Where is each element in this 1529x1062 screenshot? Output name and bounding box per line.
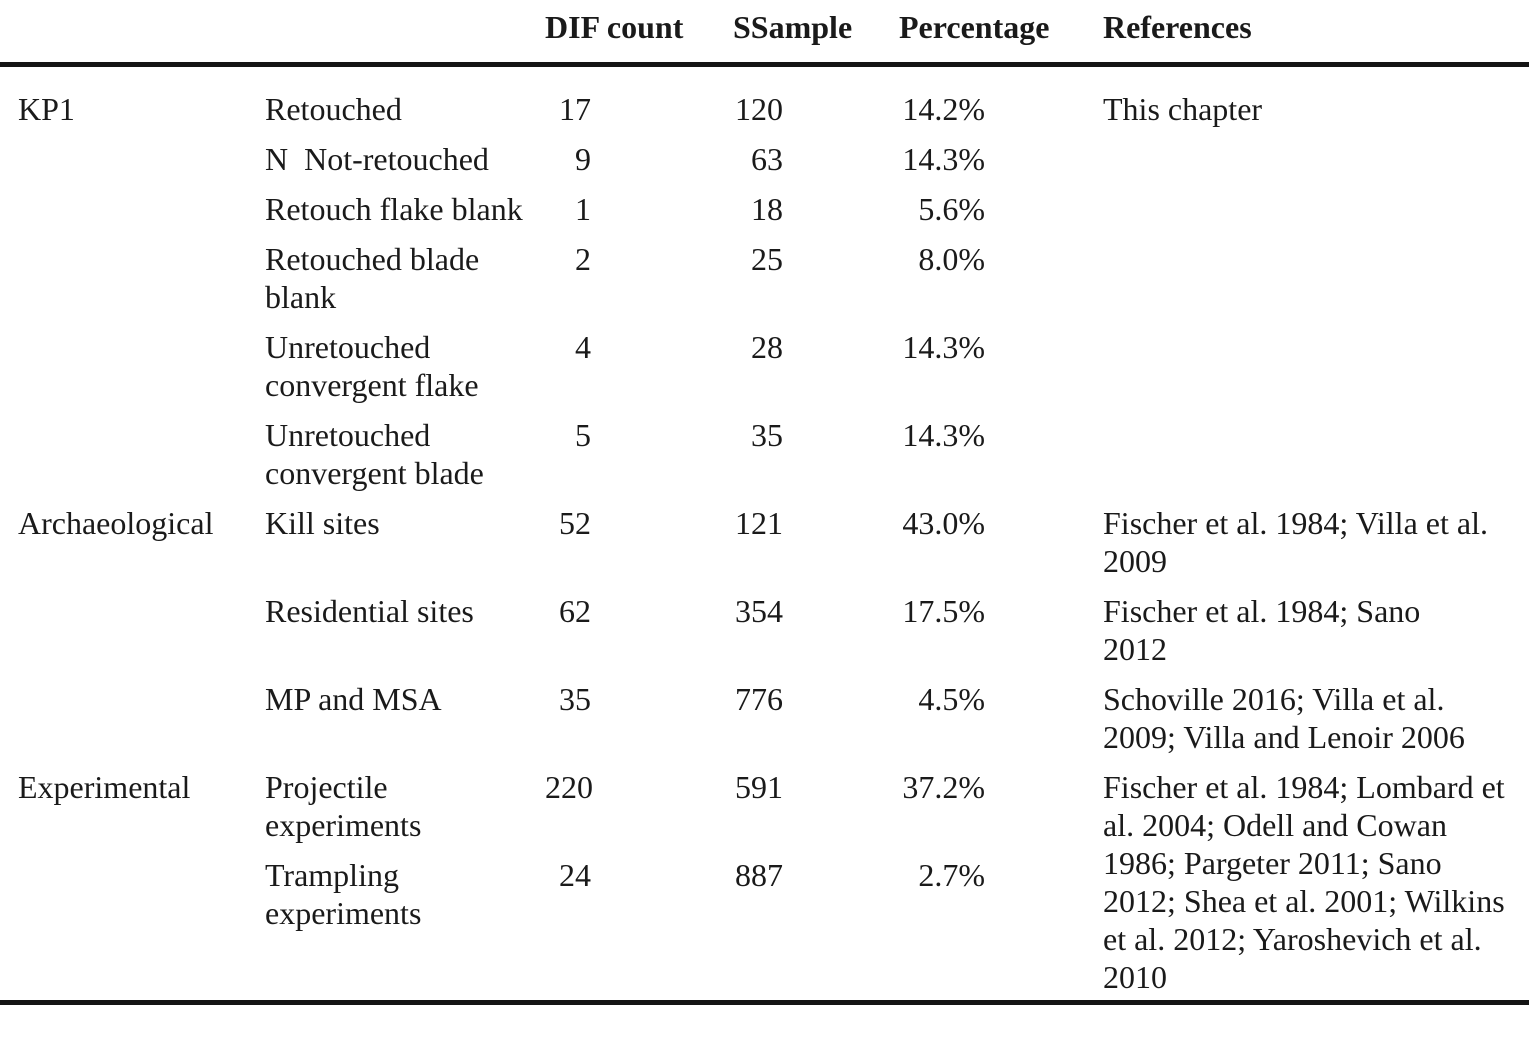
percentage-value: 8.0% bbox=[918, 241, 985, 277]
section-experimental: Experimental Projectile experiments 220 … bbox=[0, 768, 1529, 996]
table-row: Retouch flake blank 1 18 5.6% bbox=[0, 190, 1529, 228]
table-row: Retouched blade blank 2 25 8.0% bbox=[0, 240, 1529, 316]
percentage-value: 5.6% bbox=[918, 191, 985, 227]
sample-value: 18 bbox=[751, 191, 783, 227]
column-header-percentage: Percentage bbox=[899, 9, 1050, 45]
dif-count-value: 35 bbox=[559, 681, 591, 717]
reference-text: Schoville 2016; Villa et al. 2009; Villa… bbox=[1103, 681, 1465, 755]
reference-text: Fischer et al. 1984; Lombard et al. 2004… bbox=[1103, 769, 1513, 995]
column-header-references: References bbox=[1103, 9, 1252, 45]
dif-count-value: 2 bbox=[575, 241, 591, 277]
percentage-value: 43.0% bbox=[902, 505, 985, 541]
category-label: Kill sites bbox=[265, 505, 380, 541]
sample-value: 591 bbox=[735, 769, 783, 805]
table-row: Residential sites 62 354 17.5% Fischer e… bbox=[0, 592, 1529, 668]
table-row: Experimental Projectile experiments 220 … bbox=[0, 768, 1529, 844]
percentage-value: 14.3% bbox=[902, 329, 985, 365]
percentage-value: 4.5% bbox=[918, 681, 985, 717]
table-row: Unretouched convergent blade 5 35 14.3% bbox=[0, 416, 1529, 492]
column-header-dif-count: DIF count bbox=[545, 9, 684, 45]
dif-count-value: 24 bbox=[559, 857, 591, 893]
table-header-row: DIF count SSample Percentage References bbox=[0, 0, 1529, 46]
sample-value: 120 bbox=[735, 91, 783, 127]
sample-value: 354 bbox=[735, 593, 783, 629]
reference-text: Fischer et al. 1984; Sano 2012 bbox=[1103, 593, 1429, 667]
dif-count-value: 52 bbox=[559, 505, 591, 541]
group-label: Experimental bbox=[18, 769, 191, 805]
sample-value: 121 bbox=[735, 505, 783, 541]
group-label: Archaeological bbox=[18, 505, 214, 541]
table-row: Unretouched convergent flake 4 28 14.3% bbox=[0, 328, 1529, 404]
sample-value: 35 bbox=[751, 417, 783, 453]
category-label: Projectile experiments bbox=[265, 769, 422, 843]
table-row: KP1 Retouched 17 120 14.2% This chapter bbox=[0, 90, 1529, 128]
table-row: Archaeological Kill sites 52 121 43.0% F… bbox=[0, 504, 1529, 580]
dif-count-value: 17 bbox=[559, 91, 591, 127]
table-body: KP1 Retouched 17 120 14.2% This chapter … bbox=[0, 90, 1529, 996]
category-label: Trampling experiments bbox=[265, 857, 422, 931]
percentage-value: 17.5% bbox=[902, 593, 985, 629]
category-label: Unretouched convergent blade bbox=[265, 417, 484, 491]
category-label: Retouched bbox=[265, 91, 402, 127]
dif-count-value: 220 bbox=[545, 769, 593, 805]
bottom-rule bbox=[0, 1000, 1529, 1005]
dif-count-value: 62 bbox=[559, 593, 591, 629]
sample-value: 887 bbox=[735, 857, 783, 893]
sample-value: 25 bbox=[751, 241, 783, 277]
percentage-value: 37.2% bbox=[902, 769, 985, 805]
category-label: MP and MSA bbox=[265, 681, 442, 717]
reference-text: This chapter bbox=[1103, 91, 1263, 127]
dif-count-value: 5 bbox=[575, 417, 591, 453]
section-kp1: KP1 Retouched 17 120 14.2% This chapter … bbox=[0, 90, 1529, 492]
category-label: Residential sites bbox=[265, 593, 474, 629]
percentage-value: 14.2% bbox=[902, 91, 985, 127]
category-label: Retouched blade blank bbox=[265, 241, 488, 315]
category-label: Retouch flake blank bbox=[265, 191, 523, 227]
group-label: KP1 bbox=[18, 91, 75, 127]
section-archaeological: Archaeological Kill sites 52 121 43.0% F… bbox=[0, 504, 1529, 756]
sample-value: 63 bbox=[751, 141, 783, 177]
dif-count-value: 1 bbox=[575, 191, 591, 227]
dif-count-value: 9 bbox=[575, 141, 591, 177]
header-rule bbox=[0, 62, 1529, 67]
reference-text: Fischer et al. 1984; Villa et al. 2009 bbox=[1103, 505, 1496, 579]
table-row: N Not-retouched 9 63 14.3% bbox=[0, 140, 1529, 178]
percentage-value: 14.3% bbox=[902, 141, 985, 177]
category-label: N Not-retouched bbox=[265, 141, 489, 177]
table-row: MP and MSA 35 776 4.5% Schoville 2016; V… bbox=[0, 680, 1529, 756]
column-header-ssample: SSample bbox=[733, 9, 853, 45]
sample-value: 776 bbox=[735, 681, 783, 717]
table-row: Trampling experiments 24 887 2.7% bbox=[0, 856, 1529, 932]
percentage-value: 2.7% bbox=[918, 857, 985, 893]
sample-value: 28 bbox=[751, 329, 783, 365]
dif-count-value: 4 bbox=[575, 329, 591, 365]
category-label: Unretouched convergent flake bbox=[265, 329, 479, 403]
percentage-value: 14.3% bbox=[902, 417, 985, 453]
